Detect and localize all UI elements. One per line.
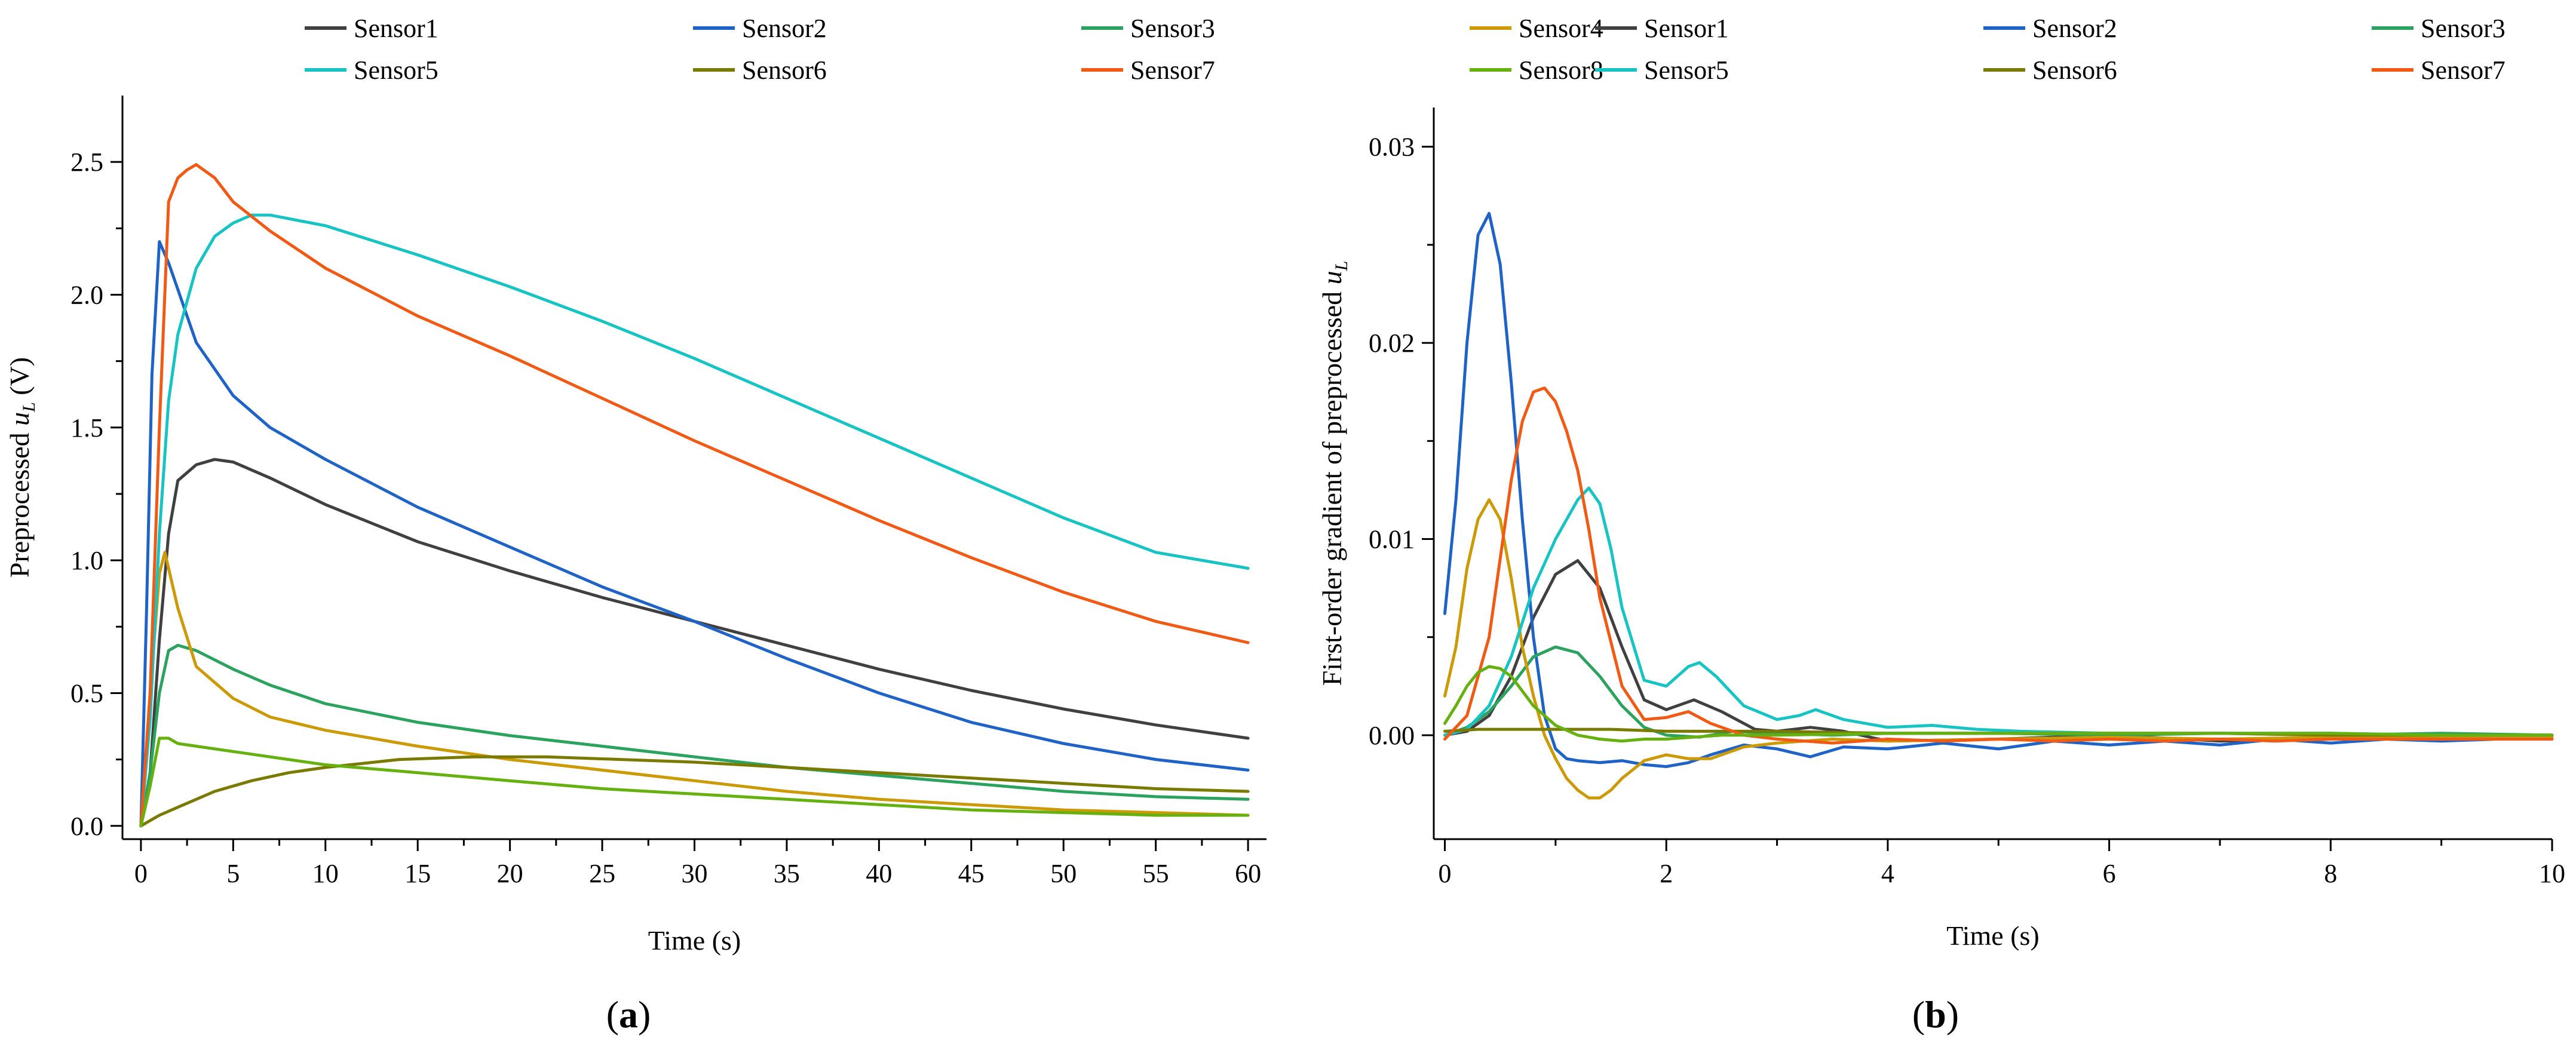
x-tick-label: 25 [589, 859, 615, 888]
legend-label-sensor3: Sensor3 [1130, 14, 1215, 43]
legend-label-sensor4: Sensor4 [1519, 14, 1603, 43]
y-axis-label: Preprocessed uL (V) [4, 357, 39, 578]
legend-label-sensor2: Sensor2 [2032, 14, 2117, 43]
y-tick-label: 1.0 [70, 546, 103, 575]
chart-panel-a: 0 5 10 15 20 25 30 35 40 45 50 55 60 0.0 0.5 1.0 1.5 2.0 2… [4, 14, 1603, 1036]
x-tick-label: 60 [1235, 859, 1261, 888]
x-tick-label: 10 [2539, 859, 2565, 888]
legend-label-sensor7: Sensor7 [1130, 56, 1215, 85]
x-tick-label: 30 [682, 859, 708, 888]
x-tick-label: 40 [866, 859, 892, 888]
x-tick-label: 0 [134, 859, 148, 888]
legend-label-sensor3: Sensor3 [2421, 14, 2506, 43]
series-line-sensor3 [1443, 645, 2554, 739]
series-line-sensor8 [139, 736, 1250, 828]
y-tick-label: 0.02 [1369, 328, 1415, 358]
panel-label: (a) [606, 993, 651, 1036]
x-tick-label: 15 [404, 859, 431, 888]
x-tick-label: 45 [958, 859, 985, 888]
panel-label: (b) [1912, 993, 1959, 1036]
series-line-sensor5 [139, 213, 1250, 828]
x-axis-label: Time (s) [1946, 920, 2040, 951]
y-tick-label: 0.5 [70, 678, 103, 708]
chart-panel-b: 0 2 4 6 8 10 0.00 0.01 0.02 0.03 Sensor1 Sensor2 Sen… [1317, 14, 2565, 1036]
legend-label-sensor5: Sensor5 [1644, 56, 1729, 85]
series-line-sensor2 [139, 240, 1250, 828]
series-line-sensor7 [1443, 386, 2554, 745]
legend-label-sensor6: Sensor6 [742, 56, 827, 85]
series-line-sensor8 [1443, 665, 2554, 743]
series-line-sensor4 [139, 551, 1250, 828]
x-tick-label: 35 [774, 859, 800, 888]
legend-label-sensor8: Sensor8 [1519, 56, 1603, 85]
x-tick-label: 8 [2324, 859, 2337, 888]
series-line-sensor7 [139, 163, 1250, 828]
y-tick-label: 0.00 [1369, 721, 1415, 750]
x-axis-label: Time (s) [648, 925, 741, 956]
legend-label-sensor2: Sensor2 [742, 14, 827, 43]
y-tick-label: 0.03 [1369, 133, 1415, 162]
x-tick-label: 2 [1660, 859, 1673, 888]
y-tick-label: 0.01 [1369, 525, 1415, 554]
series-line-sensor1 [1443, 559, 2554, 743]
y-tick-label: 2.5 [70, 148, 103, 177]
legend-label-sensor7: Sensor7 [2421, 56, 2506, 85]
x-tick-label: 0 [1439, 859, 1452, 888]
legend-label-sensor1: Sensor1 [1644, 14, 1729, 43]
x-tick-label: 10 [312, 859, 339, 888]
legend-label-sensor1: Sensor1 [354, 14, 438, 43]
x-tick-label: 55 [1143, 859, 1169, 888]
y-tick-label: 0.0 [70, 812, 103, 841]
series-line-sensor1 [139, 458, 1250, 828]
series-line-sensor6 [1443, 727, 2554, 737]
x-tick-label: 4 [1881, 859, 1894, 888]
series-line-sensor6 [139, 755, 1250, 828]
x-tick-label: 20 [497, 859, 523, 888]
series-line-sensor5 [1443, 486, 2554, 737]
x-tick-label: 6 [2103, 859, 2116, 888]
x-tick-label: 50 [1050, 859, 1077, 888]
y-tick-label: 2.0 [70, 280, 103, 309]
x-tick-label: 5 [226, 859, 240, 888]
y-tick-label: 1.5 [70, 413, 103, 443]
legend-label-sensor5: Sensor5 [354, 56, 438, 85]
series-line-sensor3 [139, 643, 1250, 828]
series-line-sensor2 [1443, 211, 2554, 768]
y-axis-label: First-order gradient of preprocessed uL [1317, 261, 1351, 686]
legend-label-sensor6: Sensor6 [2032, 56, 2117, 85]
